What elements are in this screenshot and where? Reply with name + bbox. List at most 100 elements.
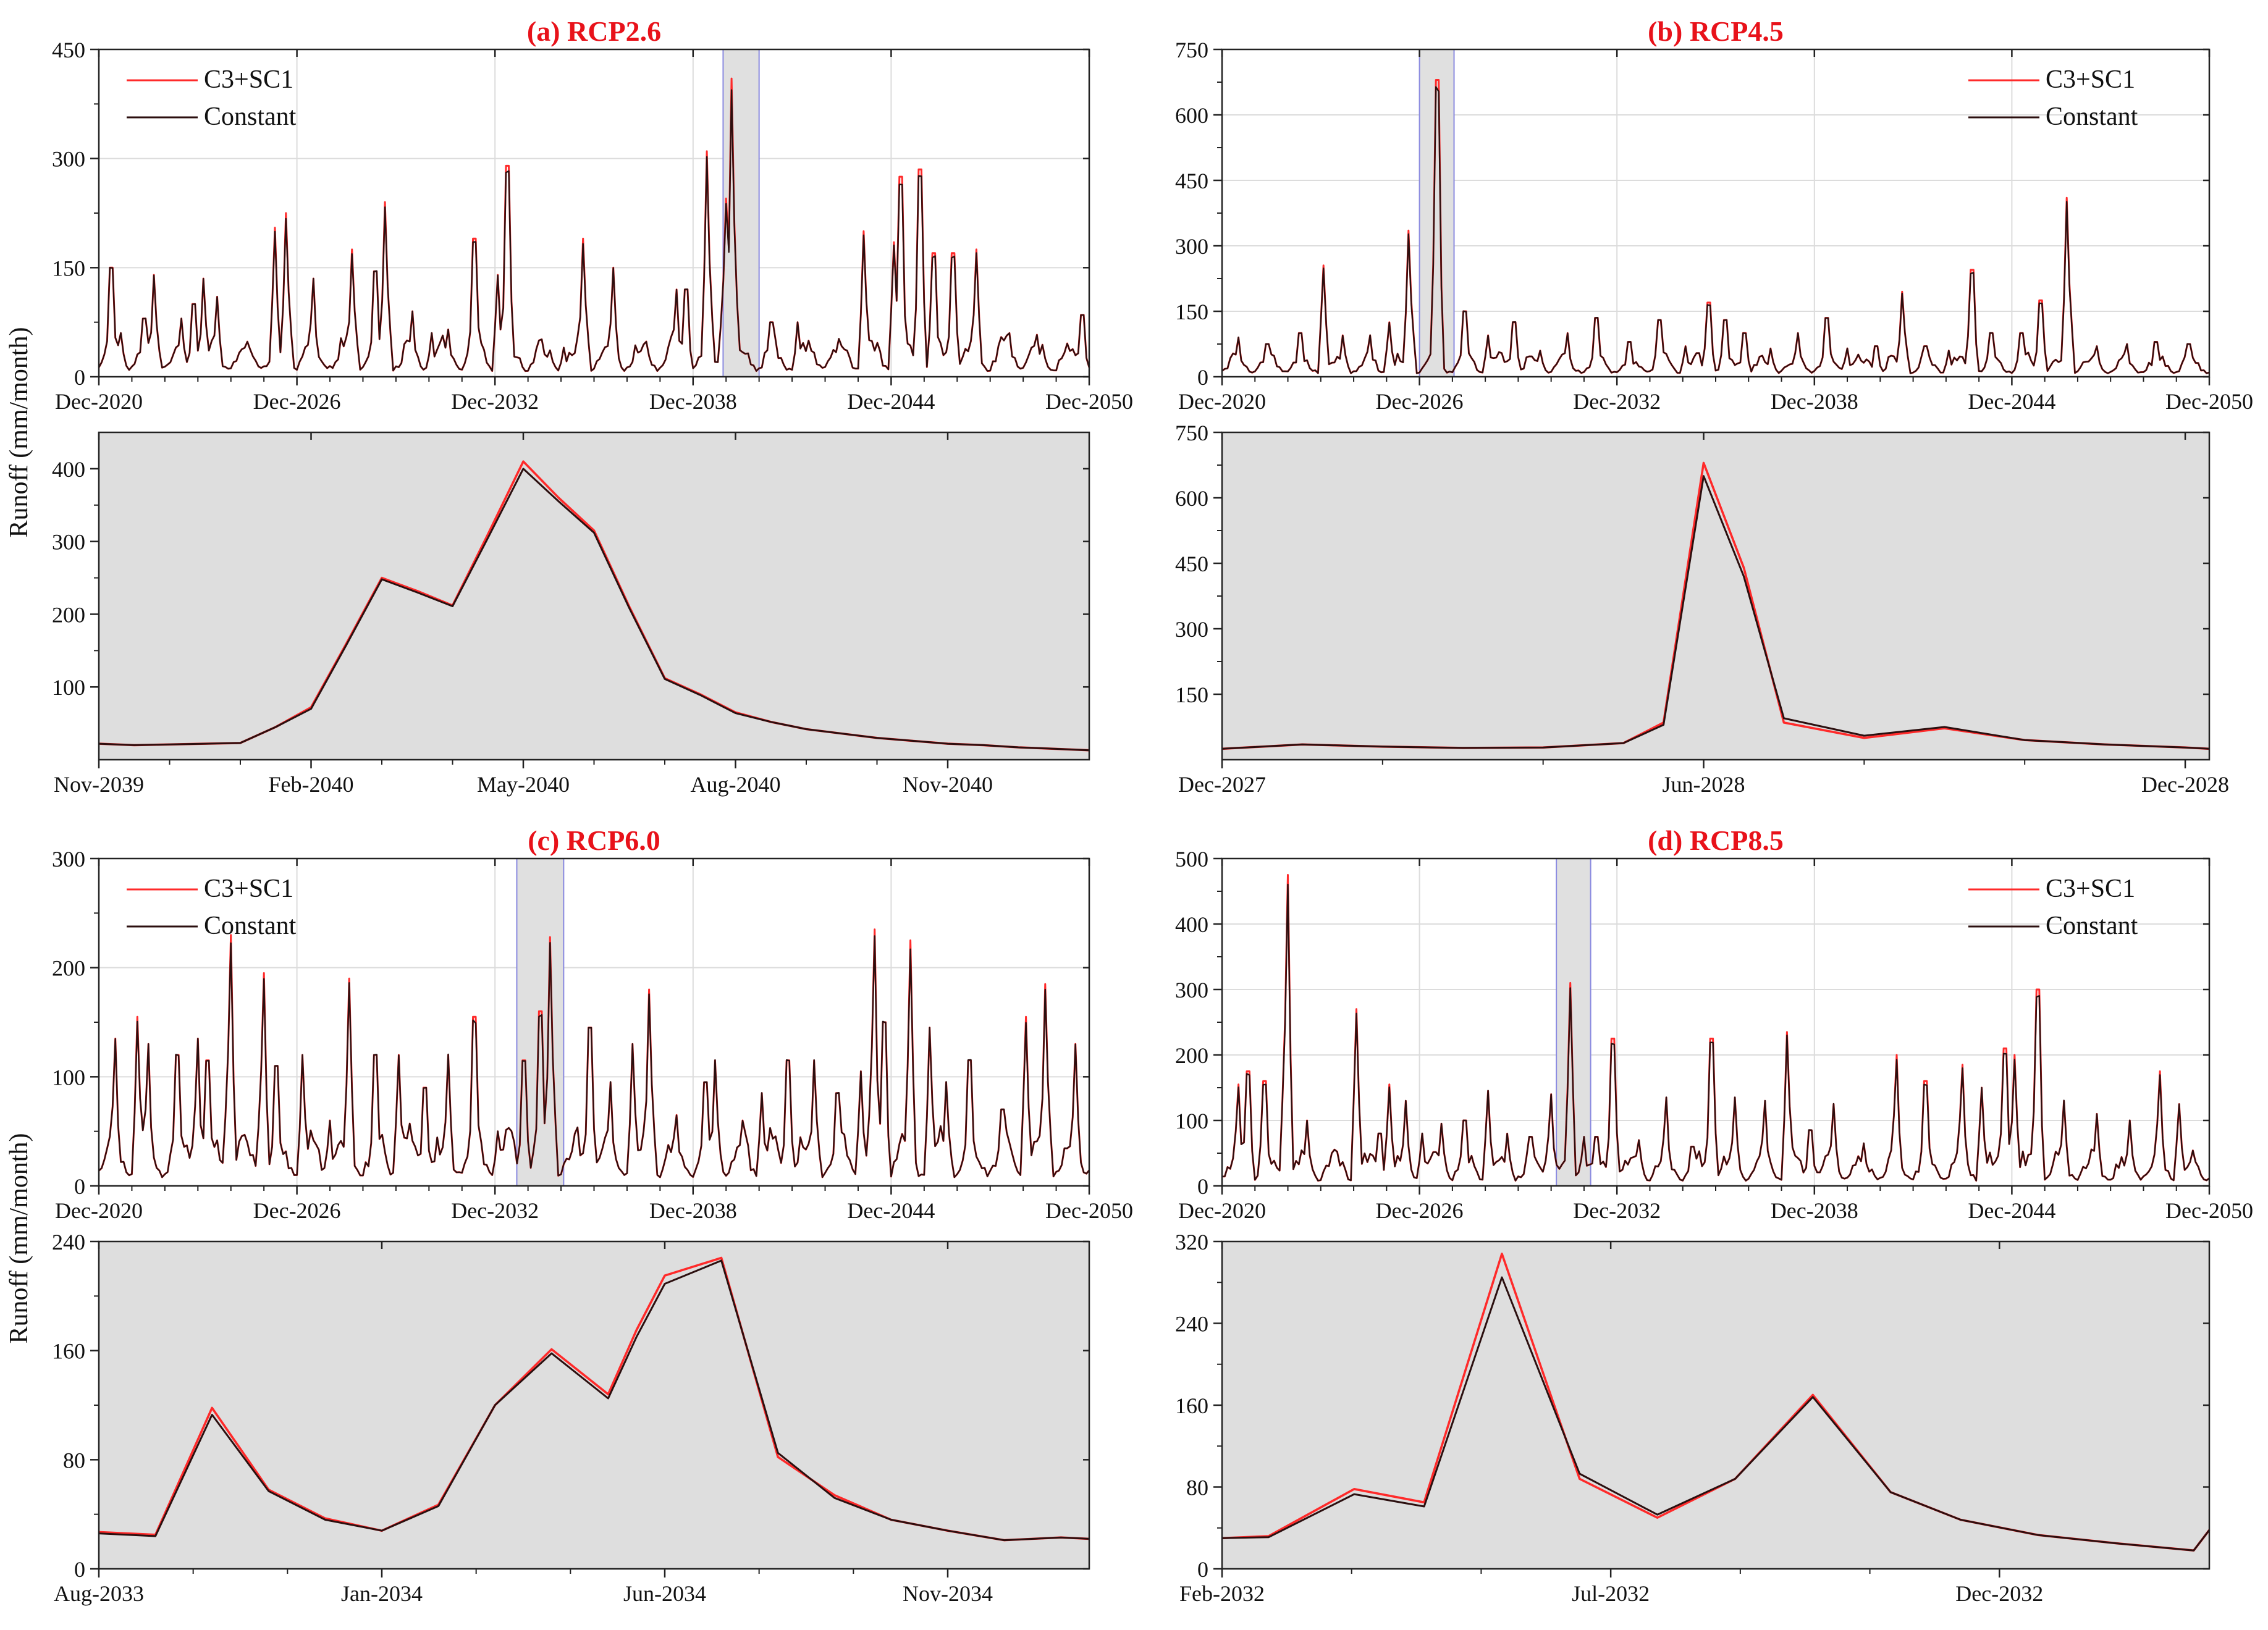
x-tick-label: Nov-2040 — [903, 772, 993, 797]
x-tick-label: Dec-2020 — [1178, 1198, 1266, 1223]
panel-title: (a) RCP2.6 — [527, 15, 661, 47]
x-tick-label: Dec-2044 — [847, 389, 935, 414]
panels: Dec-2020 Dec-2026 Dec-2032 Dec-2038 Dec-2044… — [52, 15, 2253, 1606]
x-tick-label: Dec-2027 — [1178, 772, 1266, 797]
x-tick-label: Aug-2040 — [691, 772, 781, 797]
y-tick-label: 300 — [1175, 234, 1208, 259]
y-tick-label: 0 — [74, 1174, 85, 1199]
panel-a_top: Dec-2020 Dec-2026 Dec-2032 Dec-2038 Dec-2044… — [52, 15, 1133, 414]
y-tick-label: 150 — [1175, 683, 1208, 707]
y-tick-label: 100 — [1175, 1109, 1208, 1133]
legend-label-constant: Constant — [204, 103, 297, 131]
x-tick-label: Nov-2039 — [54, 772, 144, 797]
series-constant-line — [98, 1259, 1090, 1542]
x-tick-label: Dec-2026 — [253, 1198, 341, 1223]
x-tick-label: Dec-2050 — [1045, 1198, 1133, 1223]
x-tick-label: Dec-2044 — [1968, 389, 2055, 414]
x-tick-label: Dec-2026 — [253, 389, 341, 414]
legend-label-c3sc1: C3+SC1 — [2046, 875, 2135, 903]
y-tick-label: 150 — [52, 256, 85, 280]
x-tick-label: Dec-2032 — [451, 1198, 539, 1223]
legend-label-constant: Constant — [2046, 912, 2138, 940]
y-tick-label: 320 — [1175, 1230, 1208, 1254]
y-tick-label: 300 — [52, 147, 85, 172]
plot-area-a_zoom — [99, 432, 1089, 760]
series-constant-line — [1221, 475, 2210, 750]
series-constant-line — [98, 468, 1090, 752]
y-tick-label: 400 — [52, 457, 85, 482]
panel-a_zoom: Nov-2039 Feb-2040 May-2040 Aug-2040 Nov-2040… — [52, 431, 1090, 797]
y-tick-label: 300 — [52, 847, 85, 872]
x-tick-label: May-2040 — [477, 772, 570, 797]
y-tick-label: 300 — [1175, 617, 1208, 642]
x-tick-label: Dec-2050 — [2165, 389, 2253, 414]
plot-area-a_top — [99, 49, 1089, 377]
x-tick-label: Jan-2034 — [341, 1581, 423, 1606]
x-tick-label: Dec-2032 — [1573, 389, 1661, 414]
y-tick-label: 200 — [1175, 1043, 1208, 1068]
x-tick-label: Dec-2026 — [1376, 389, 1464, 414]
y-tick-label: 600 — [1175, 103, 1208, 128]
y-tick-label: 80 — [63, 1448, 85, 1472]
y-tick-label: 240 — [1175, 1312, 1208, 1337]
x-tick-label: Dec-2044 — [847, 1198, 935, 1223]
x-tick-label: Dec-2038 — [1771, 389, 1858, 414]
plot-area-b_top — [1222, 49, 2209, 377]
plot-area-c_zoom — [99, 1241, 1089, 1569]
x-tick-label: Dec-2028 — [2141, 772, 2229, 797]
x-tick-label: Dec-2038 — [649, 1198, 737, 1223]
plot-area-b_zoom — [1222, 432, 2209, 760]
x-tick-label: Dec-2020 — [1178, 389, 1266, 414]
y-tick-label: 100 — [52, 675, 85, 700]
series-constant-line — [98, 935, 1090, 1178]
y-tick-label: 600 — [1175, 486, 1208, 511]
y-tick-label: 0 — [1197, 1557, 1208, 1582]
x-tick-label: Dec-2038 — [1771, 1198, 1858, 1223]
series-constant-line — [1221, 1276, 2211, 1552]
y-tick-label: 450 — [1175, 169, 1208, 193]
panel-d_top: Dec-2020 Dec-2026 Dec-2032 Dec-2038 Dec-2044… — [1175, 825, 2253, 1223]
y-tick-label: 240 — [52, 1230, 85, 1254]
highlight-band — [1419, 49, 1455, 377]
y-tick-label: 750 — [1175, 421, 1208, 445]
x-tick-label: Feb-2032 — [1179, 1581, 1265, 1606]
panel-b_top: Dec-2020 Dec-2026 Dec-2032 Dec-2038 Dec-2044… — [1175, 15, 2253, 414]
x-tick-label: Dec-2020 — [55, 1198, 143, 1223]
y-tick-label: 0 — [74, 365, 85, 390]
x-tick-label: Dec-2032 — [451, 389, 539, 414]
panel-title: (c) RCP6.0 — [528, 825, 660, 856]
y-tick-label: 0 — [1197, 1174, 1208, 1199]
panel-c_top: Dec-2020 Dec-2026 Dec-2032 Dec-2038 Dec-2044… — [52, 825, 1133, 1223]
x-tick-label: Jun-2034 — [623, 1581, 706, 1606]
x-tick-label: Dec-2032 — [1573, 1198, 1661, 1223]
legend-label-constant: Constant — [2046, 103, 2138, 131]
y-tick-label: 300 — [1175, 978, 1208, 1002]
legend-label-c3sc1: C3+SC1 — [204, 65, 293, 94]
x-tick-label: Dec-2032 — [1955, 1581, 2043, 1606]
panel-c_zoom: Aug-2033 Jan-2034 Jun-2034 Nov-2034 0 80 160 24… — [52, 1230, 1090, 1606]
y-axis-label-bottom: Runoff (mm/month) — [5, 1133, 33, 1343]
x-tick-label: Dec-2050 — [2165, 1198, 2253, 1223]
panel-title: (b) RCP4.5 — [1648, 15, 1784, 47]
y-tick-label: 160 — [52, 1339, 85, 1364]
y-tick-label: 750 — [1175, 38, 1208, 62]
x-tick-label: Dec-2020 — [55, 389, 143, 414]
y-tick-label: 300 — [52, 530, 85, 555]
y-tick-label: 200 — [52, 602, 85, 627]
legend-label-c3sc1: C3+SC1 — [204, 875, 293, 903]
y-tick-label: 0 — [1197, 365, 1208, 390]
y-tick-label: 0 — [74, 1557, 85, 1582]
panel-d_zoom: Feb-2032 Jul-2032 Dec-2032 0 80 160 240 320 — [1175, 1230, 2211, 1606]
legend: C3+SC1 Constant — [127, 65, 297, 131]
y-tick-label: 450 — [52, 38, 85, 62]
panel-title: (d) RCP8.5 — [1648, 825, 1784, 856]
legend: C3+SC1 Constant — [1968, 875, 2138, 940]
legend: C3+SC1 Constant — [127, 875, 297, 940]
y-tick-label: 80 — [1186, 1476, 1208, 1500]
panel-b_zoom: Dec-2027 Jun-2028 Dec-2028 150 300 450 600 750 — [1175, 421, 2229, 797]
legend-label-constant: Constant — [204, 912, 297, 940]
plot-area-d_zoom — [1222, 1241, 2209, 1569]
y-tick-label: 150 — [1175, 300, 1208, 324]
series-constant-line — [98, 89, 1090, 372]
